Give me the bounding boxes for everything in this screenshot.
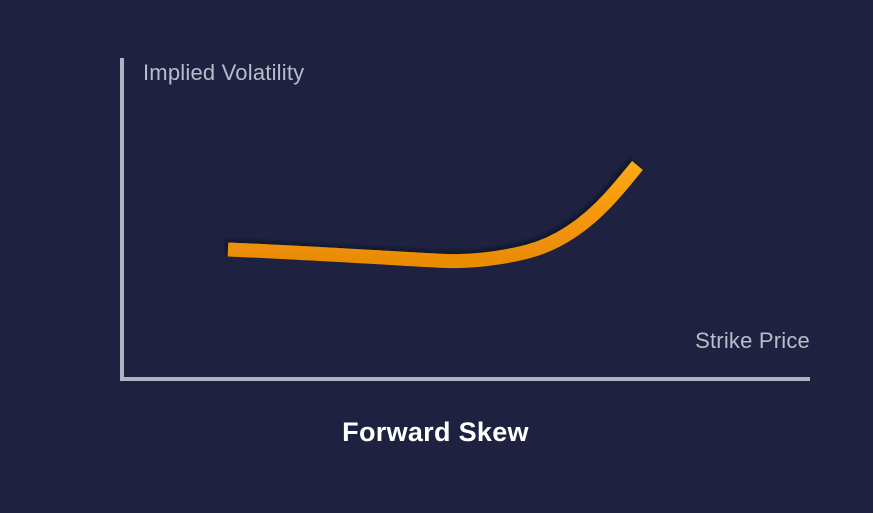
chart-title: Forward Skew — [342, 417, 529, 447]
skew-curve-group — [227, 160, 643, 269]
x-axis-label: Strike Price — [695, 328, 810, 353]
skew-curve-path — [227, 160, 643, 269]
axes-group — [120, 58, 810, 381]
y-axis-label: Implied Volatility — [143, 60, 305, 85]
